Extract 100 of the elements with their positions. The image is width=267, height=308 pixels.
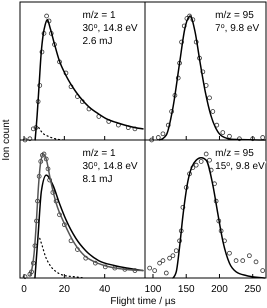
point — [83, 256, 88, 261]
point — [68, 84, 74, 90]
point — [40, 50, 44, 54]
point — [184, 185, 189, 190]
point — [112, 266, 118, 270]
point — [149, 138, 154, 142]
point — [93, 260, 98, 266]
x-tick-label: 100 — [144, 284, 162, 296]
point — [167, 256, 172, 261]
point — [102, 264, 108, 270]
point — [36, 174, 42, 179]
point — [190, 165, 196, 170]
point — [254, 260, 258, 264]
point — [29, 269, 34, 274]
point — [36, 99, 40, 104]
point — [260, 135, 266, 140]
point — [214, 198, 218, 204]
point — [80, 99, 85, 104]
point — [177, 60, 182, 66]
annotation: 30$^{o}$, 14.8 eV — [82, 160, 138, 172]
point — [182, 24, 187, 28]
point — [48, 31, 54, 36]
point — [116, 122, 121, 128]
point — [46, 166, 50, 172]
x-tick-label: 150 — [178, 284, 195, 296]
point — [30, 260, 36, 266]
point — [34, 218, 39, 224]
point — [30, 126, 36, 132]
point — [147, 266, 152, 270]
point — [164, 270, 169, 276]
point — [44, 14, 49, 18]
point — [50, 190, 56, 195]
point — [240, 258, 246, 263]
x-tick-label: 20 — [58, 284, 70, 296]
point — [169, 109, 174, 114]
point — [218, 228, 224, 234]
annotation: m/z = 1 — [82, 148, 116, 159]
y-axis-title: Ion count — [1, 119, 12, 161]
point — [32, 243, 38, 248]
point — [160, 131, 166, 136]
point — [204, 152, 209, 156]
annotation: 2.6 mJ — [82, 36, 113, 47]
point — [194, 40, 199, 44]
point — [194, 162, 199, 168]
point — [187, 171, 192, 176]
point — [227, 250, 232, 256]
point — [216, 218, 222, 224]
point — [160, 258, 166, 263]
point — [210, 109, 216, 114]
point — [28, 136, 32, 142]
annotation: 30$^{o}$, 14.8 eV — [82, 22, 138, 34]
point — [28, 272, 32, 277]
point — [46, 18, 52, 24]
annotation: 7$^{o}$, 9.8 eV — [215, 22, 260, 34]
point — [180, 204, 186, 210]
x-tick-label: 250 — [244, 284, 262, 296]
point — [132, 268, 138, 273]
point — [172, 93, 178, 98]
x-axis-title: Flight time / µs — [110, 296, 176, 307]
point — [54, 198, 58, 204]
point — [37, 83, 42, 88]
point — [57, 60, 62, 64]
point — [156, 135, 161, 140]
annotation: 15$^{o}$, 9.8 eV — [215, 160, 266, 172]
point — [174, 248, 179, 254]
point — [260, 268, 266, 273]
point — [22, 138, 28, 142]
annotation: m/z = 1 — [82, 10, 116, 21]
point — [166, 122, 171, 128]
point — [57, 212, 62, 218]
point — [22, 274, 28, 280]
point — [52, 42, 57, 47]
point — [220, 130, 226, 135]
point — [96, 114, 102, 119]
point — [177, 238, 182, 244]
point — [207, 95, 212, 100]
annotation: m/z = 95 — [215, 10, 254, 21]
point — [75, 247, 80, 252]
point — [227, 134, 232, 139]
point — [200, 69, 206, 74]
point — [34, 125, 38, 130]
point — [187, 14, 192, 18]
point — [64, 70, 68, 76]
annotation: 8.1 mJ — [82, 174, 113, 185]
point — [62, 222, 67, 228]
x-tick-label: 40 — [99, 284, 111, 296]
point — [237, 136, 242, 142]
point — [179, 40, 184, 44]
point — [176, 76, 181, 80]
point — [44, 156, 49, 162]
point — [197, 56, 202, 61]
point — [152, 268, 157, 273]
annotation: m/z = 95 — [215, 148, 254, 159]
point — [106, 119, 112, 124]
point — [247, 253, 252, 258]
point — [214, 122, 220, 128]
point — [157, 260, 162, 266]
x-tick-label: 200 — [211, 284, 228, 296]
point — [170, 253, 176, 258]
point — [207, 158, 212, 163]
